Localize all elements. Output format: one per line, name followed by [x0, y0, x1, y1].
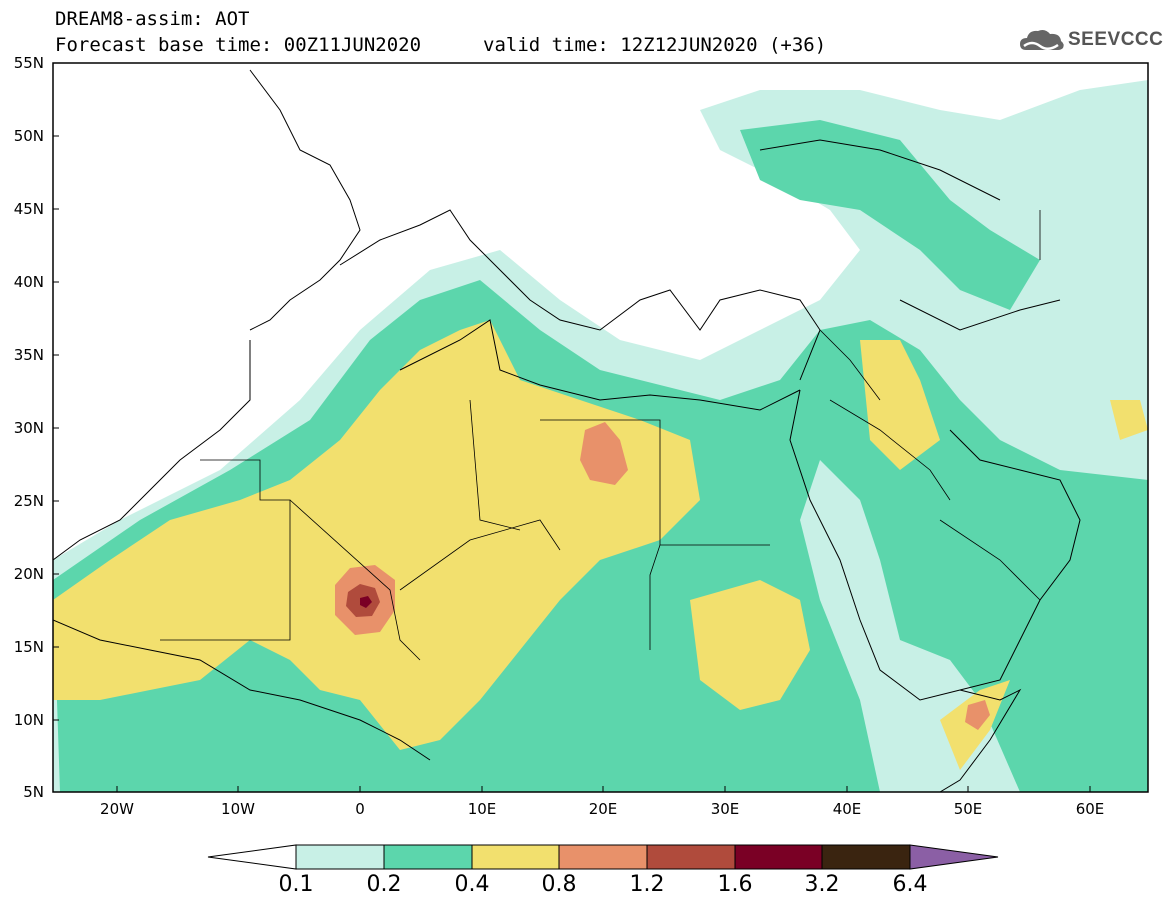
lat-label: 45N: [13, 200, 44, 218]
coastlines: [53, 69, 1081, 792]
colorbar-bin-0.8-1.2: [558, 844, 648, 870]
colorbar: [207, 844, 999, 870]
aot-contour-0.2b: [740, 120, 1040, 310]
lat-label: 35N: [13, 346, 44, 364]
lat-label: 15N: [13, 638, 44, 656]
lat-label: 30N: [13, 419, 44, 437]
lat-label: 40N: [13, 273, 44, 291]
title-line-1: DREAM8-assim: AOT: [55, 8, 250, 30]
colorbar-label: 6.4: [892, 872, 928, 897]
colorbar-bin-0.4-0.8: [471, 844, 560, 870]
colorbar-bin-0.2-0.4: [383, 844, 473, 870]
lon-label: 20W: [100, 800, 134, 818]
lat-label: 20N: [13, 565, 44, 583]
aot-contour-0.8b: [580, 422, 628, 485]
colorbar-label: 0.4: [454, 872, 490, 897]
lon-label: 40E: [832, 800, 862, 818]
colorbar-bin-1.6-3.2: [734, 844, 823, 870]
lat-label: 50N: [13, 127, 44, 145]
lat-label: 25N: [13, 492, 44, 510]
colorbar-bin-3.2-6.4: [821, 844, 911, 870]
aot-contour-0.4b: [690, 580, 810, 710]
lon-label: 0: [355, 800, 365, 818]
colorbar-bin-1.2-1.6: [646, 844, 736, 870]
valid-time: valid time: 12Z12JUN2020 (+36): [483, 34, 827, 56]
borders: [160, 210, 1041, 661]
aot-contour-0.8c: [965, 700, 990, 730]
colorbar-label: 1.6: [717, 872, 753, 897]
colorbar-label: 0.8: [541, 872, 577, 897]
colorbar-low-arrow: [207, 844, 297, 870]
aot-field: [53, 63, 1148, 792]
colorbar-label: 0.1: [278, 872, 314, 897]
colorbar-high-arrow: [909, 844, 999, 870]
lon-label: 50E: [953, 800, 983, 818]
forecast-base-time: Forecast base time: 00Z11JUN2020: [55, 34, 422, 56]
seevccc-logo: SEEVCCC: [1018, 26, 1163, 56]
aot-contour-0.4c: [860, 340, 940, 470]
cloud-icon: [1020, 30, 1064, 50]
colorbar-bin-0.1-0.2: [295, 844, 385, 870]
tick-marks: [53, 62, 1091, 793]
lon-label: 10W: [221, 800, 255, 818]
lon-label: 30E: [710, 800, 740, 818]
aot-contour-0.4: [53, 320, 700, 750]
aot-contour-0.4e: [1110, 400, 1148, 440]
lon-label: 10E: [467, 800, 497, 818]
logo-text: SEEVCCC: [1068, 29, 1164, 50]
lat-label: 55N: [13, 54, 44, 72]
lon-label: 60E: [1075, 800, 1105, 818]
lat-label: 5N: [23, 783, 44, 801]
colorbar-label: 1.2: [629, 872, 665, 897]
aot-contour-1.6: [360, 596, 372, 608]
lat-label: 10N: [13, 711, 44, 729]
colorbar-label: 3.2: [804, 872, 840, 897]
colorbar-label: 0.2: [366, 872, 402, 897]
lon-label: 20E: [588, 800, 618, 818]
